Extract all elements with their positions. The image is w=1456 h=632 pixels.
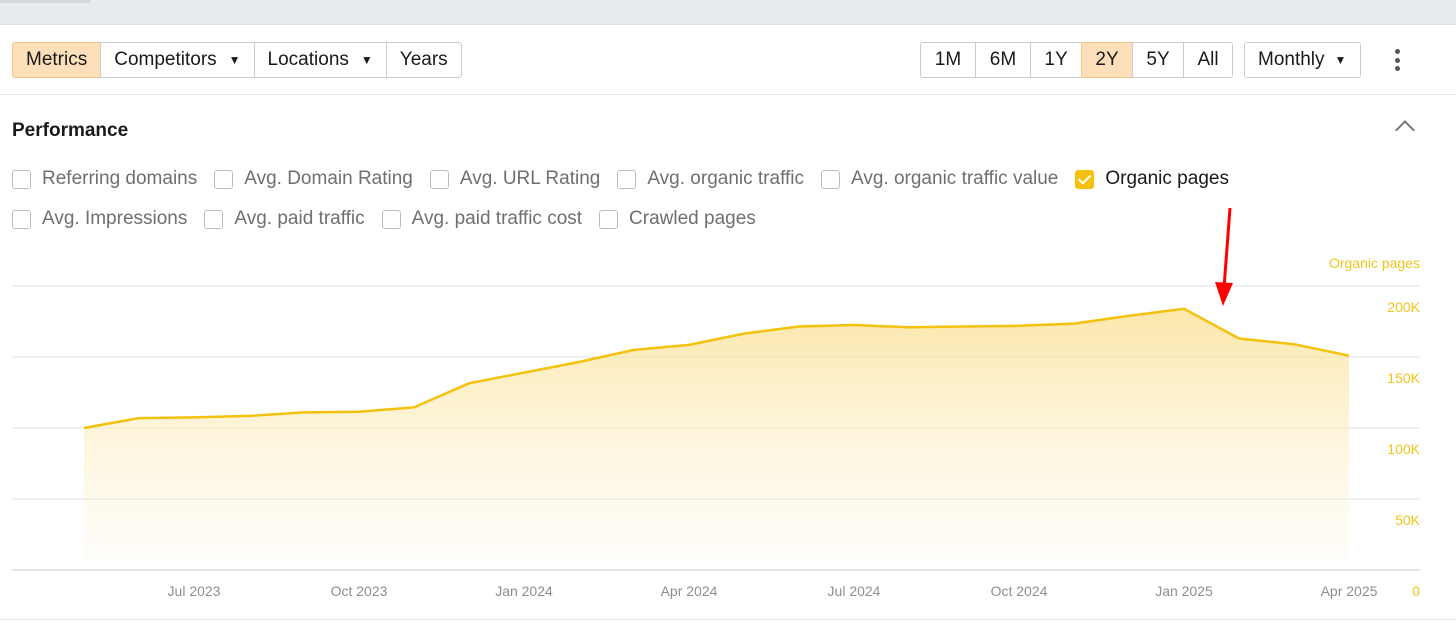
organic-pages-checkbox[interactable]: Organic pages — [1075, 168, 1229, 190]
x-tick-label: Oct 2024 — [991, 583, 1048, 599]
locations-dropdown[interactable]: Locations ▼ — [253, 42, 387, 78]
x-tick-label: Jul 2023 — [168, 583, 221, 599]
annotation-arrow — [1215, 207, 1233, 306]
avg-organic-traffic-checkbox[interactable]: Avg. organic traffic — [617, 168, 804, 190]
caret-down-icon: ▼ — [228, 53, 241, 67]
metric-checkbox-row-2: Avg. Impressions Avg. paid traffic Avg. … — [12, 207, 773, 231]
metric-checkbox-row-1: Referring domains Avg. Domain Rating Avg… — [12, 167, 1246, 191]
y-axis-labels: 0 50K 100K 150K 200K — [1387, 299, 1420, 599]
range-1y-button[interactable]: 1Y — [1030, 42, 1082, 78]
y-tick-label: 50K — [1395, 512, 1421, 528]
card-bottom-divider — [0, 619, 1456, 620]
checkbox-label: Referring domains — [42, 168, 198, 189]
y-tick-label: 0 — [1412, 583, 1420, 599]
y-axis-title: Organic pages — [1329, 255, 1420, 271]
top-tab-edge — [0, 0, 90, 3]
x-tick-label: Jan 2024 — [495, 583, 553, 599]
x-tick-label: Jul 2024 — [828, 583, 881, 599]
checkbox-label: Crawled pages — [629, 208, 756, 229]
interval-label: Monthly — [1258, 49, 1325, 70]
checkbox-icon — [381, 209, 401, 229]
checkmark-icon — [1075, 169, 1095, 189]
locations-label: Locations — [267, 49, 349, 70]
tab-years-label: Years — [399, 49, 448, 70]
section-title: Performance — [12, 120, 129, 141]
x-tick-label: Jan 2025 — [1155, 583, 1213, 599]
referring-domains-checkbox[interactable]: Referring domains — [12, 168, 197, 190]
y-tick-label: 150K — [1387, 370, 1420, 386]
x-tick-label: Apr 2024 — [661, 583, 718, 599]
range-2y-button[interactable]: 2Y — [1081, 42, 1133, 78]
competitors-dropdown[interactable]: Competitors ▼ — [100, 42, 255, 78]
series-area-fill — [84, 308, 1349, 562]
y-tick-label: 200K — [1387, 299, 1420, 315]
competitors-label: Competitors — [114, 49, 217, 70]
arrow-head-icon — [1215, 282, 1233, 306]
avg-organic-traffic-value-checkbox[interactable]: Avg. organic traffic value — [821, 168, 1058, 190]
checkbox-icon — [821, 169, 841, 189]
checkbox-icon — [214, 169, 234, 189]
x-tick-label: Apr 2025 — [1321, 583, 1378, 599]
checkbox-label: Avg. Impressions — [42, 208, 188, 229]
date-range-selector: 1M 6M 1Y 2Y 5Y All — [920, 42, 1233, 78]
series-line — [83, 307, 1350, 430]
checkbox-icon — [12, 209, 31, 229]
checkbox-label: Avg. organic traffic value — [851, 168, 1059, 189]
checkbox-icon — [12, 169, 31, 189]
more-options-icon[interactable] — [1388, 49, 1406, 71]
x-axis-labels: Jul 2023 Oct 2023 Jan 2024 Apr 2024 Jul 2024… — [168, 583, 1378, 599]
tab-metrics[interactable]: Metrics — [12, 42, 102, 78]
tab-years[interactable]: Years — [385, 42, 462, 78]
tab-metrics-label: Metrics — [26, 49, 88, 70]
avg-paid-traffic-cost-checkbox[interactable]: Avg. paid traffic cost — [381, 208, 583, 230]
avg-domain-rating-checkbox[interactable]: Avg. Domain Rating — [214, 168, 413, 190]
avg-paid-traffic-checkbox[interactable]: Avg. paid traffic — [204, 208, 365, 230]
checkbox-icon — [599, 209, 619, 229]
y-tick-label: 100K — [1387, 441, 1420, 457]
checkbox-icon — [204, 209, 224, 229]
arrow-shaft — [1222, 207, 1232, 289]
x-tick-label: Oct 2023 — [331, 583, 388, 599]
avg-url-rating-checkbox[interactable]: Avg. URL Rating — [429, 168, 601, 190]
checkbox-icon — [617, 169, 637, 189]
checkbox-icon — [429, 169, 449, 189]
crawled-pages-checkbox[interactable]: Crawled pages — [599, 208, 756, 230]
checkbox-label: Avg. organic traffic — [647, 168, 805, 189]
checkbox-label: Avg. URL Rating — [459, 168, 601, 189]
view-toolbar: Metrics Competitors ▼ Locations ▼ Years — [12, 42, 462, 78]
avg-impressions-checkbox[interactable]: Avg. Impressions — [12, 208, 187, 230]
checkbox-label: Avg. paid traffic cost — [411, 208, 583, 229]
toolbar-divider — [0, 94, 1456, 95]
range-5y-button[interactable]: 5Y — [1132, 42, 1184, 78]
range-1m-button[interactable]: 1M — [920, 42, 976, 78]
checkbox-label: Avg. paid traffic — [234, 208, 365, 229]
checkbox-label: Organic pages — [1105, 168, 1229, 189]
caret-down-icon: ▼ — [360, 53, 373, 67]
range-all-button[interactable]: All — [1183, 42, 1233, 78]
caret-down-icon: ▼ — [1334, 53, 1347, 67]
checkbox-label: Avg. Domain Rating — [244, 168, 413, 189]
interval-dropdown[interactable]: Monthly ▼ — [1244, 42, 1361, 78]
